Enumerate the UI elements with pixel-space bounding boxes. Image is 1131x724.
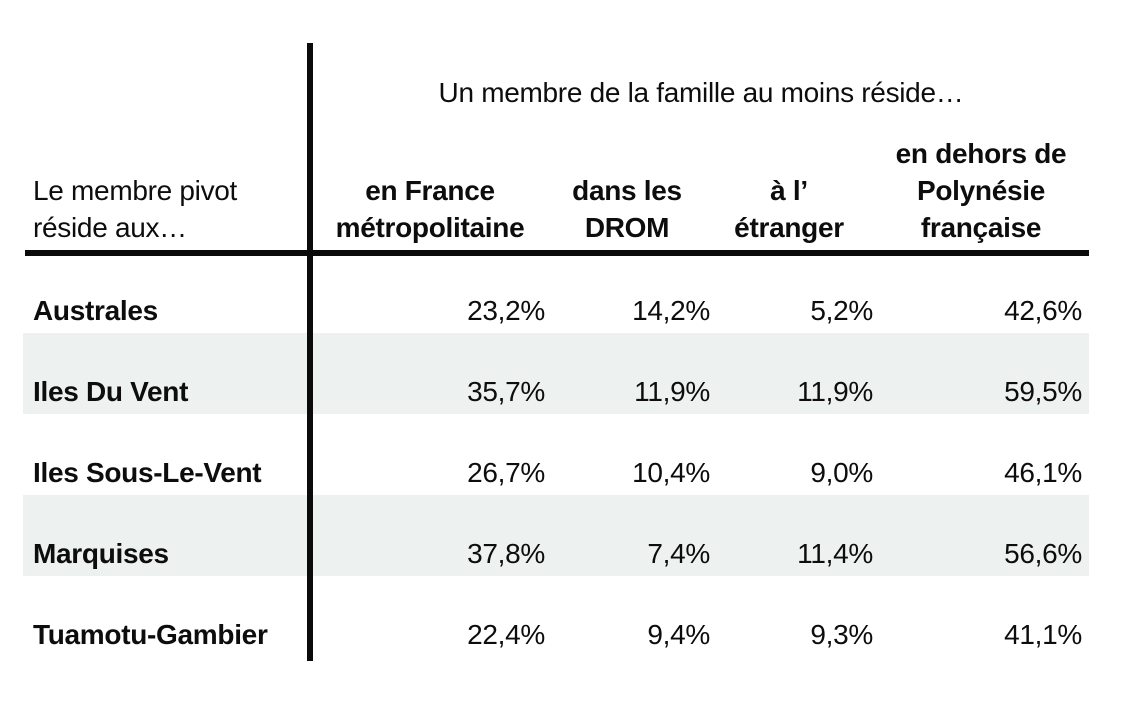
column-header-line: DROM (584, 212, 670, 243)
table-row-australes: Australes 23,2% 14,2% 5,2% 42,6% (23, 252, 1089, 333)
value-cell: 37,8% (467, 538, 545, 569)
column-header-line: dans les (572, 175, 682, 206)
value-cell: 59,5% (1004, 376, 1082, 407)
column-header-etranger: à l’ étranger (689, 172, 889, 246)
table-row-marquises: Marquises 37,8% 7,4% 11,4% 56,6% (23, 495, 1089, 576)
column-header-line: en dehors de (895, 138, 1067, 169)
value-cell: 26,7% (467, 457, 545, 488)
header-bottom-rule (25, 250, 1089, 256)
row-label: Australes (33, 295, 158, 326)
vertical-divider-rule (307, 43, 313, 661)
value-cell: 7,4% (647, 538, 710, 569)
value-cell: 35,7% (467, 376, 545, 407)
value-cell: 11,9% (797, 376, 873, 407)
value-cell: 14,2% (632, 295, 710, 326)
column-header-line: en France (365, 175, 495, 206)
value-cell: 46,1% (1004, 457, 1082, 488)
value-cell: 22,4% (467, 619, 545, 650)
table-row-iles-du-vent: Iles Du Vent 35,7% 11,9% 11,9% 59,5% (23, 333, 1089, 414)
value-cell: 11,9% (634, 376, 710, 407)
group-header: Un membre de la famille au moins réside… (438, 77, 964, 108)
table-row-iles-sous-le-vent: Iles Sous-Le-Vent 26,7% 10,4% 9,0% 46,1% (23, 414, 1089, 495)
value-cell: 5,2% (810, 295, 873, 326)
column-header-line: à l’ (770, 175, 808, 206)
column-header-line: étranger (734, 212, 844, 243)
value-cell: 9,3% (810, 619, 873, 650)
value-cell: 23,2% (467, 295, 545, 326)
value-cell: 10,4% (632, 457, 710, 488)
value-cell: 41,1% (1004, 619, 1082, 650)
row-label: Iles Du Vent (33, 376, 189, 407)
column-header-line: française (920, 212, 1042, 243)
row-label: Marquises (33, 538, 169, 569)
row-header-title-line2: réside aux… (33, 212, 187, 243)
table-row-tuamotu-gambier: Tuamotu-Gambier 22,4% 9,4% 9,3% 41,1% (23, 576, 1089, 657)
value-cell: 9,4% (647, 619, 710, 650)
value-cell: 9,0% (810, 457, 873, 488)
row-header-title: Le membre pivot réside aux… (33, 172, 303, 246)
table-body: Australes 23,2% 14,2% 5,2% 42,6% Iles Du… (23, 252, 1089, 657)
column-header-line: Polynésie (916, 175, 1046, 206)
row-label: Tuamotu-Gambier (33, 619, 268, 650)
column-header-drom: dans les DROM (527, 172, 727, 246)
column-header-hors-polynesie: en dehors de Polynésie française (871, 135, 1091, 246)
column-header-france-metropolitaine: en France métropolitaine (330, 172, 530, 246)
value-cell: 42,6% (1004, 295, 1082, 326)
value-cell: 11,4% (797, 538, 873, 569)
value-cell: 56,6% (1004, 538, 1082, 569)
row-label: Iles Sous-Le-Vent (33, 457, 262, 488)
column-header-line: métropolitaine (335, 212, 525, 243)
row-header-title-line1: Le membre pivot (33, 175, 238, 206)
